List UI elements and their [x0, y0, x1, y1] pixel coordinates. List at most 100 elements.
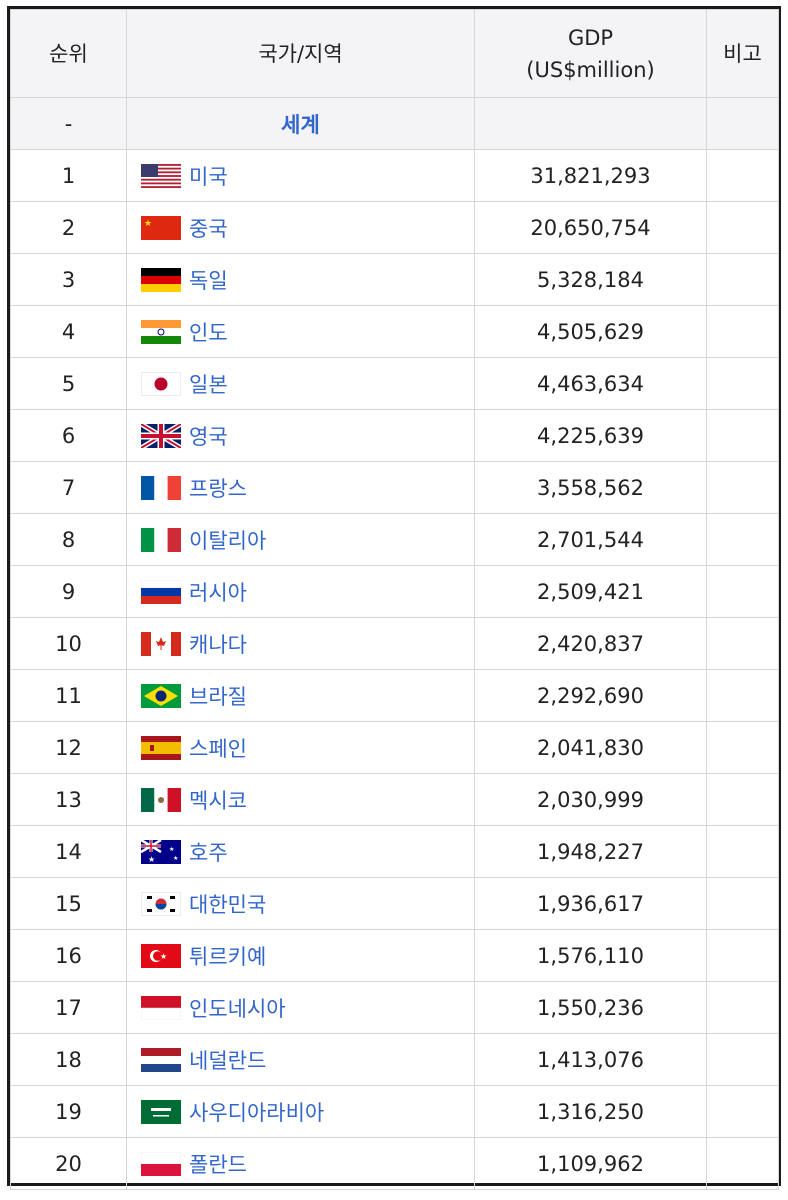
country-name-link[interactable]: 브라질	[189, 684, 247, 709]
header-country[interactable]: 국가/지역	[126, 9, 475, 98]
indonesia-flag-icon[interactable]	[141, 995, 181, 1020]
country-cell: 멕시코	[126, 773, 475, 826]
gdp-cell: 2,292,690	[474, 669, 707, 722]
gdp-cell: 5,328,184	[474, 253, 707, 306]
country-name-link[interactable]: 스페인	[189, 736, 247, 761]
table-header-row: 순위 국가/지역 GDP (US$million) 비고	[10, 9, 779, 98]
rank-cell: 8	[10, 513, 127, 566]
note-cell	[706, 1033, 779, 1086]
gdp-cell: 4,225,639	[474, 409, 707, 462]
mexico-flag-icon[interactable]	[141, 787, 181, 812]
gdp-cell: 1,109,962	[474, 1137, 707, 1190]
germany-flag-icon[interactable]	[141, 267, 181, 292]
india-flag-icon[interactable]	[141, 319, 181, 344]
header-rank[interactable]: 순위	[10, 9, 127, 98]
country-cell: 사우디아라비아	[126, 1085, 475, 1138]
usa-flag-icon[interactable]	[141, 163, 181, 188]
country-name-link[interactable]: 폴란드	[189, 1152, 247, 1177]
table-row: 8 이탈리아 2,701,544	[10, 513, 779, 566]
note-cell	[706, 565, 779, 618]
header-gdp-line2: (US$million)	[526, 57, 655, 82]
table-row: 19 사우디아라비아 1,316,250	[10, 1085, 779, 1138]
country-name-link[interactable]: 멕시코	[189, 788, 247, 813]
header-gdp[interactable]: GDP (US$million)	[474, 9, 707, 98]
japan-flag-icon[interactable]	[141, 371, 181, 396]
spain-flag-icon[interactable]	[141, 735, 181, 760]
country-name-link[interactable]: 네덜란드	[189, 1048, 267, 1073]
australia-flag-icon[interactable]: ★ ★ ★	[141, 839, 181, 864]
turkey-flag-icon[interactable]: ★	[141, 943, 181, 968]
gdp-ranking-table: 순위 국가/지역 GDP (US$million) 비고 - 세계 1 미국 31,…	[10, 9, 779, 1190]
gdp-cell: 2,420,837	[474, 617, 707, 670]
svg-text:★: ★	[144, 219, 152, 229]
header-gdp-line1: GDP	[567, 25, 614, 50]
rank-cell: 18	[10, 1033, 127, 1086]
table-row: 5 일본 4,463,634	[10, 357, 779, 410]
russia-flag-icon[interactable]	[141, 579, 181, 604]
china-flag-icon[interactable]: ★	[141, 215, 181, 240]
netherlands-flag-icon[interactable]	[141, 1047, 181, 1072]
country-name-link[interactable]: 캐나다	[189, 632, 247, 657]
country-name-link[interactable]: 인도네시아	[189, 996, 286, 1021]
table-row: 17 인도네시아 1,550,236	[10, 981, 779, 1034]
country-cell: 프랑스	[126, 461, 475, 514]
country-name-link[interactable]: 프랑스	[189, 476, 247, 501]
italy-flag-icon[interactable]	[141, 527, 181, 552]
table-row: 20 폴란드 1,109,962	[10, 1137, 779, 1190]
france-flag-icon[interactable]	[141, 475, 181, 500]
country-name-link[interactable]: 독일	[189, 268, 228, 293]
svg-text:★: ★	[169, 846, 174, 853]
country-cell: 대한민국	[126, 877, 475, 930]
canada-flag-icon[interactable]	[141, 631, 181, 656]
gdp-cell: 3,558,562	[474, 461, 707, 514]
note-cell	[706, 149, 779, 202]
table-row: 16 ★ 튀르키예 1,576,110	[10, 929, 779, 982]
poland-flag-icon[interactable]	[141, 1151, 181, 1176]
brazil-flag-icon[interactable]	[141, 683, 181, 708]
header-note[interactable]: 비고	[706, 9, 779, 98]
rank-cell: 2	[10, 201, 127, 254]
note-cell	[706, 877, 779, 930]
country-name-link[interactable]: 인도	[189, 320, 228, 345]
table-row: 18 네덜란드 1,413,076	[10, 1033, 779, 1086]
gdp-cell: 2,041,830	[474, 721, 707, 774]
table-row: 13 멕시코 2,030,999	[10, 773, 779, 826]
rank-cell: 5	[10, 357, 127, 410]
korea-flag-icon[interactable]	[141, 891, 181, 916]
country-name-link[interactable]: 대한민국	[189, 892, 267, 917]
world-name-link[interactable]: 세계	[126, 97, 475, 150]
uk-flag-icon[interactable]	[141, 423, 181, 448]
country-cell: 이탈리아	[126, 513, 475, 566]
saudi-arabia-flag-icon[interactable]	[141, 1099, 181, 1124]
country-name-link[interactable]: 러시아	[189, 580, 247, 605]
note-cell	[706, 981, 779, 1034]
country-name-link[interactable]: 이탈리아	[189, 528, 267, 553]
note-cell	[706, 357, 779, 410]
gdp-cell: 2,030,999	[474, 773, 707, 826]
gdp-table-frame: 순위 국가/지역 GDP (US$million) 비고 - 세계 1 미국 31,…	[7, 6, 781, 1190]
country-name-link[interactable]: 사우디아라비아	[189, 1100, 325, 1125]
country-cell: 스페인	[126, 721, 475, 774]
table-row: 1 미국 31,821,293	[10, 149, 779, 202]
country-name-link[interactable]: 튀르키예	[189, 944, 267, 969]
country-name-link[interactable]: 호주	[189, 840, 228, 865]
country-name-link[interactable]: 미국	[189, 164, 228, 189]
table-row: 9 러시아 2,509,421	[10, 565, 779, 618]
gdp-cell: 1,948,227	[474, 825, 707, 878]
note-cell	[706, 825, 779, 878]
note-cell	[706, 305, 779, 358]
rank-cell: 11	[10, 669, 127, 722]
rank-cell: 16	[10, 929, 127, 982]
svg-text:★: ★	[160, 952, 167, 961]
table-row: 10 캐나다 2,420,837	[10, 617, 779, 670]
country-name-link[interactable]: 일본	[189, 372, 228, 397]
rank-cell: 13	[10, 773, 127, 826]
rank-cell: 1	[10, 149, 127, 202]
country-name-link[interactable]: 중국	[189, 216, 228, 241]
rank-cell: 3	[10, 253, 127, 306]
country-name-link[interactable]: 영국	[189, 424, 228, 449]
gdp-cell: 20,650,754	[474, 201, 707, 254]
svg-text:★: ★	[173, 855, 178, 862]
country-cell: 미국	[126, 149, 475, 202]
table-row: 3 독일 5,328,184	[10, 253, 779, 306]
